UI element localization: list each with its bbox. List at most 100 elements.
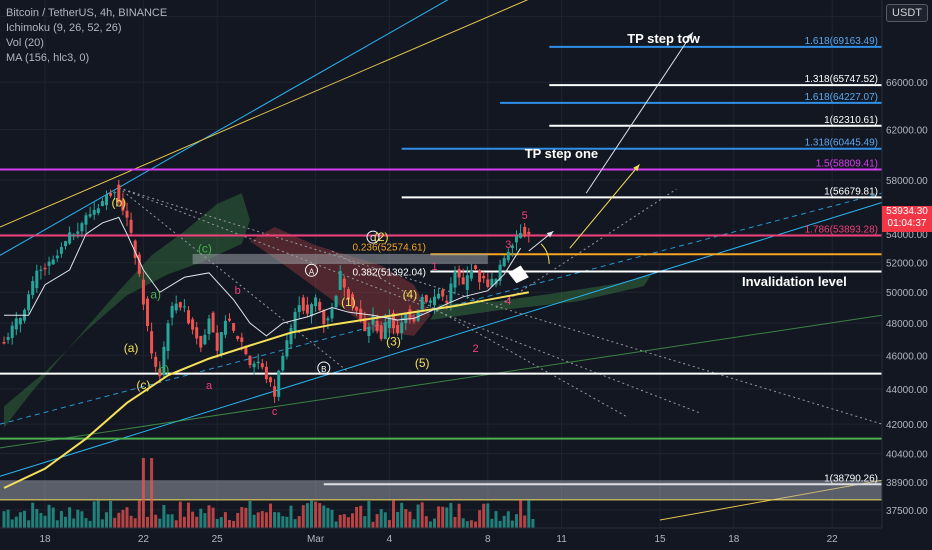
volume-bar <box>457 503 461 528</box>
wave-label: (a) <box>124 341 139 355</box>
wave-label: (2) <box>374 230 389 244</box>
volume-bar <box>252 514 256 528</box>
volume-bar <box>18 512 22 528</box>
channel-upper-line <box>0 0 449 256</box>
volume-bar <box>203 513 207 528</box>
dotted-down-line-5 <box>331 250 628 418</box>
candle-body <box>215 332 219 351</box>
price-tick-label: 40400.00 <box>886 450 928 461</box>
candle-body <box>461 277 465 285</box>
candle-body <box>482 275 486 279</box>
price-axis[interactable]: 72000.0066000.0062000.0058000.0054000.00… <box>881 0 932 528</box>
candle-body <box>113 192 117 194</box>
volume-bar <box>392 500 395 528</box>
volume-bar <box>47 504 51 528</box>
volume-bar <box>260 511 264 528</box>
candle-body <box>170 306 174 318</box>
volume-bar <box>449 502 453 528</box>
candle-body <box>404 312 408 324</box>
volume-bar <box>35 509 39 528</box>
candle-body <box>162 346 166 376</box>
indicator-lines <box>3 32 694 489</box>
volume-bar <box>355 506 359 528</box>
short-up-arrow-head <box>546 231 554 238</box>
volume-bar <box>199 508 203 528</box>
volume-bar <box>174 520 178 528</box>
candle-body <box>191 319 195 330</box>
volume-bar <box>453 516 457 528</box>
volume-bar <box>39 512 43 528</box>
candle-body <box>150 331 154 354</box>
volume-bar <box>482 503 486 528</box>
price-tick-label: 38900.00 <box>886 478 928 489</box>
candle-body <box>158 368 162 377</box>
volume-bar <box>326 507 330 528</box>
candle-body <box>367 327 371 337</box>
candle-body <box>187 310 190 324</box>
candle-body <box>469 270 473 279</box>
volume-bar <box>158 518 162 528</box>
candle-body <box>490 278 494 287</box>
candle-body <box>515 236 518 243</box>
time-axis[interactable]: 18 22 25 Mar 4 8 11 15 18 22 <box>0 527 932 550</box>
candle-body <box>125 210 129 218</box>
volume-bar <box>121 509 125 528</box>
candle-body <box>232 323 236 331</box>
fib-level-label: 1.786(53893.28) <box>805 225 878 236</box>
candle-body <box>88 214 92 217</box>
candle-body <box>375 320 379 331</box>
fib-level-label: 1.5(58809.41) <box>816 158 878 169</box>
volume-bar <box>433 518 436 528</box>
wave-label: (c) <box>136 378 150 392</box>
candle-body <box>305 304 309 314</box>
wave-label: A <box>309 267 315 276</box>
volume-bar <box>338 514 342 528</box>
volume-bar <box>469 520 473 528</box>
indicator-ma[interactable]: MA (156, hlc3, 0) <box>6 52 90 64</box>
price-tick-label: 50000.00 <box>886 288 928 299</box>
candle-body <box>260 363 264 368</box>
candle-body <box>211 312 215 333</box>
volume-bar <box>117 512 121 528</box>
candle-body <box>223 320 227 335</box>
candle-body <box>178 302 182 308</box>
volume-bar <box>68 507 72 528</box>
indicator-volume[interactable]: Vol (20) <box>6 37 44 49</box>
volume-bar <box>10 519 14 528</box>
volume-bar <box>330 509 334 528</box>
current-price-tag: 53934.30 01:04:37 <box>882 206 932 232</box>
candle-body <box>310 304 313 317</box>
candle-body <box>55 255 59 259</box>
volume-bar <box>310 500 313 528</box>
price-tick-label: 66000.00 <box>886 78 928 89</box>
volume-bar <box>437 506 441 528</box>
annotation-text: TP step tow <box>627 31 701 46</box>
candle-body <box>416 310 420 321</box>
volume-bar <box>223 512 227 528</box>
fib-level-label: 1.618(64227.07) <box>805 92 878 103</box>
candle-body <box>47 261 51 266</box>
volume-bar <box>162 504 166 528</box>
candle-body <box>236 336 240 340</box>
volume-bar <box>478 510 482 528</box>
candle-body <box>510 245 514 249</box>
time-tick-label: 11 <box>556 534 567 545</box>
volume-bar <box>404 509 408 528</box>
volume-bar <box>416 504 420 528</box>
time-tick-label: 15 <box>654 534 666 545</box>
candle-body <box>383 322 387 340</box>
volume-bar <box>519 500 523 528</box>
candle-body <box>342 278 346 288</box>
candle-body <box>523 226 527 237</box>
volume-bar <box>474 521 477 528</box>
indicator-ichimoku[interactable]: Ichimoku (9, 26, 52, 26) <box>6 22 122 34</box>
candle-body <box>92 209 96 215</box>
symbol-title[interactable]: Bitcoin / TetherUS, 4h, BINANCE <box>6 7 168 19</box>
candle-body <box>281 355 285 371</box>
volume-bar <box>334 521 338 528</box>
candle-body <box>59 247 63 254</box>
currency-badge[interactable]: USDT <box>886 4 928 22</box>
volume-bar <box>400 502 404 528</box>
candle-body <box>392 312 395 329</box>
